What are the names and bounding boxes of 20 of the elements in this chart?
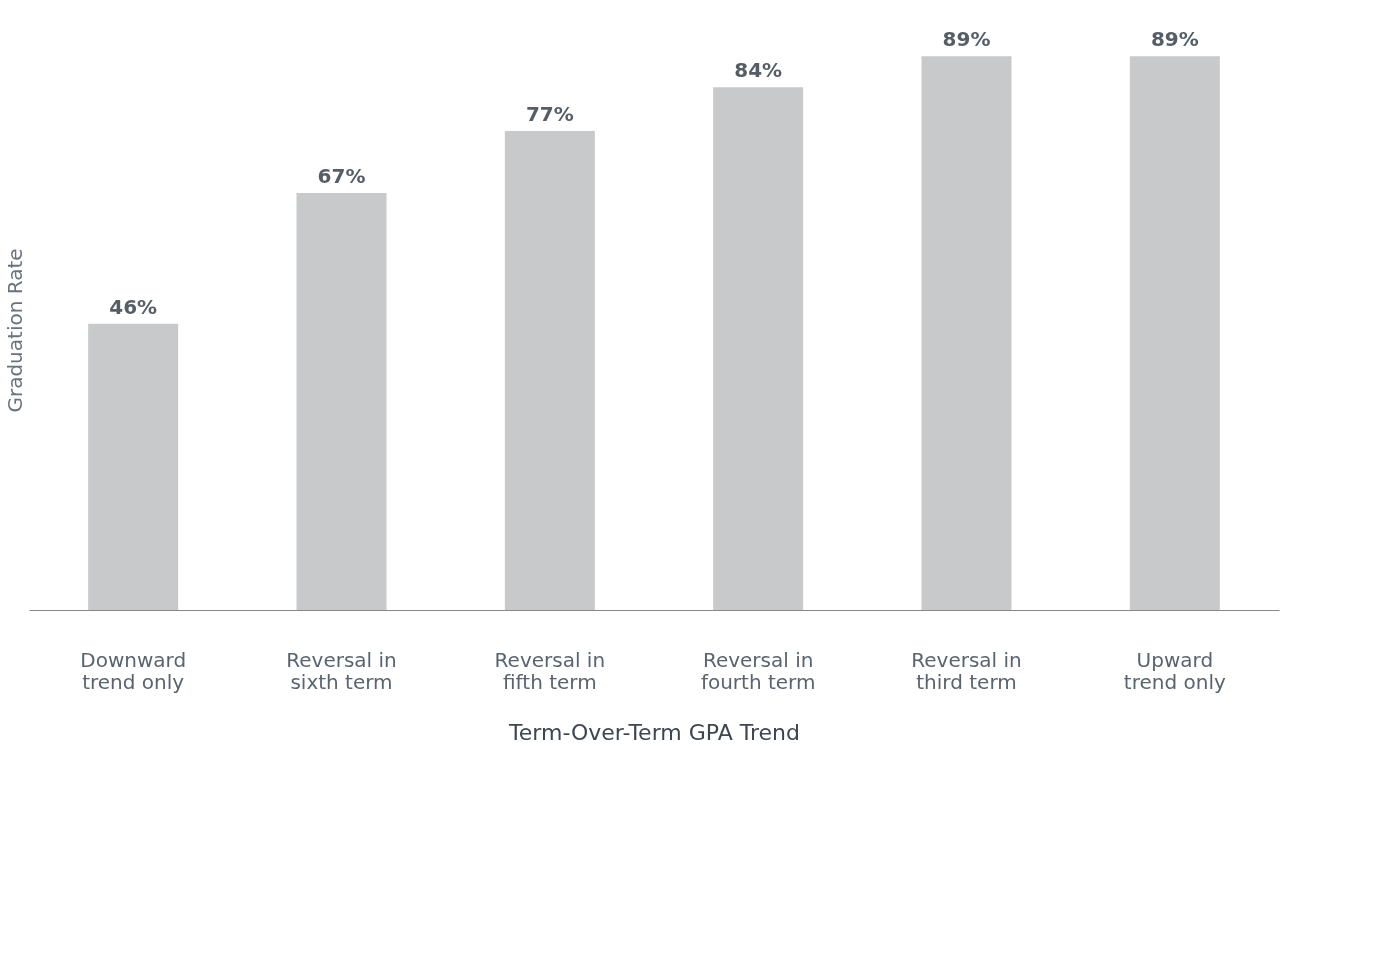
bar — [921, 56, 1012, 610]
bar — [1129, 56, 1220, 610]
x-tick-label: Upward trend only — [1123, 647, 1226, 694]
bar — [504, 130, 595, 610]
data-label: 89% — [942, 27, 991, 52]
bar — [296, 193, 387, 610]
data-label: 77% — [525, 101, 574, 126]
x-tick-label: Reversal in sixth term — [286, 647, 397, 694]
x-axis-title: Term-Over-Term GPA Trend — [508, 719, 800, 745]
data-label: 84% — [734, 58, 783, 83]
y-axis-title: Graduation Rate — [2, 248, 27, 413]
x-tick-label: Reversal in fourth term — [700, 647, 816, 694]
x-tick-label: Reversal in fifth term — [494, 647, 606, 694]
data-label: 46% — [109, 294, 158, 319]
data-label: 89% — [1150, 27, 1199, 52]
bar — [713, 87, 804, 610]
x-tick-label: Reversal in third term — [911, 647, 1022, 694]
bar — [88, 323, 179, 610]
x-tick-label: Downward trend only — [80, 647, 187, 694]
data-label: 67% — [317, 164, 366, 189]
